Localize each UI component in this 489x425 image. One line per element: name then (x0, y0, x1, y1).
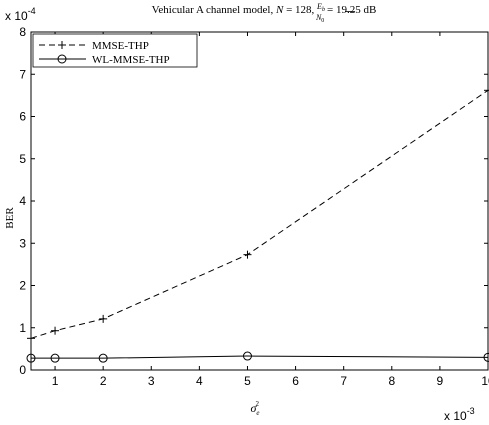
legend: MMSE-THP WL-MMSE-THP (32, 33, 198, 68)
y-tick-label: 7 (19, 67, 26, 81)
data-point-mmse-thp (99, 314, 108, 323)
x-tick-label: 5 (244, 374, 251, 388)
x-tick-label: 9 (437, 374, 444, 388)
x-tick-label: 8 (388, 374, 395, 388)
data-point-wl-mmse-thp (483, 352, 489, 362)
data-point-wl-mmse-thp (98, 353, 108, 363)
x-exponent-power: -3 (467, 406, 475, 416)
chart-title: Vehicular A channel model, N = 128, Eb N0… (152, 2, 377, 24)
legend-label-mmse-thp: MMSE-THP (92, 40, 149, 52)
data-point-mmse-thp (51, 326, 60, 335)
x-tick-label: 1 (52, 374, 59, 388)
y-tick-label: 3 (19, 236, 26, 250)
x-label-sup: 2 (256, 400, 260, 408)
y-exponent-base: x 10 (5, 9, 28, 23)
y-tick-label: 2 (19, 279, 26, 293)
data-point-mmse-thp (27, 334, 35, 343)
x-tick-label: 10 (481, 374, 489, 388)
y-tick-label: 4 (19, 194, 26, 208)
title-n: N (275, 4, 284, 16)
x-exponent-label: x 10-3 (444, 406, 475, 423)
x-tick-label: 3 (148, 374, 155, 388)
legend-box (32, 33, 198, 68)
x-tick-label: 6 (292, 374, 299, 388)
data-point-wl-mmse-thp (242, 351, 252, 361)
title-prefix: Vehicular A channel model, (152, 4, 276, 16)
y-axis-label: BER (4, 207, 16, 229)
data-point-mmse-thp (484, 86, 489, 95)
title-frac-num-sub: b (322, 7, 325, 13)
data-point-wl-mmse-thp (50, 353, 60, 363)
title-frac-num: E (316, 2, 322, 11)
x-tick-label: 7 (340, 374, 347, 388)
plot-area (30, 31, 489, 371)
x-label-base: σ (250, 401, 257, 415)
x-tick-label: 4 (196, 374, 203, 388)
axis-tick-labels: 1 2 3 4 5 6 7 8 9 10 0 1 2 3 4 5 6 7 8 (19, 25, 489, 388)
y-tick-label: 8 (19, 25, 26, 39)
x-axis-label: σe2 (250, 400, 259, 417)
y-tick-label: 6 (19, 110, 26, 124)
title-frac-den-sub: 0 (321, 18, 324, 24)
series-line-wl-mmse-thp (31, 355, 489, 359)
y-tick-label: 5 (19, 152, 26, 166)
title-suffix: = 19.25 dB (324, 4, 376, 16)
y-exponent-label: x 10-4 (5, 6, 36, 23)
legend-marker-plus (58, 41, 66, 49)
y-tick-label: 1 (19, 321, 26, 335)
legend-plus-marker (58, 41, 66, 49)
y-exponent-power: -4 (28, 6, 36, 16)
x-tick-label: 2 (100, 374, 107, 388)
title-frac-den: N (315, 13, 322, 22)
x-exponent-base: x 10 (444, 409, 467, 423)
series-layer (26, 86, 489, 363)
x-label-sub: e (256, 409, 259, 417)
legend-marker-circle (57, 54, 67, 64)
title-n-value: = 128, (283, 4, 317, 16)
y-tick-label: 0 (19, 363, 26, 377)
data-point-wl-mmse-thp (26, 353, 36, 363)
legend-label-wl-mmse-thp: WL-MMSE-THP (92, 54, 170, 66)
data-point-mmse-thp (243, 250, 252, 259)
legend-circle-marker (57, 54, 67, 64)
